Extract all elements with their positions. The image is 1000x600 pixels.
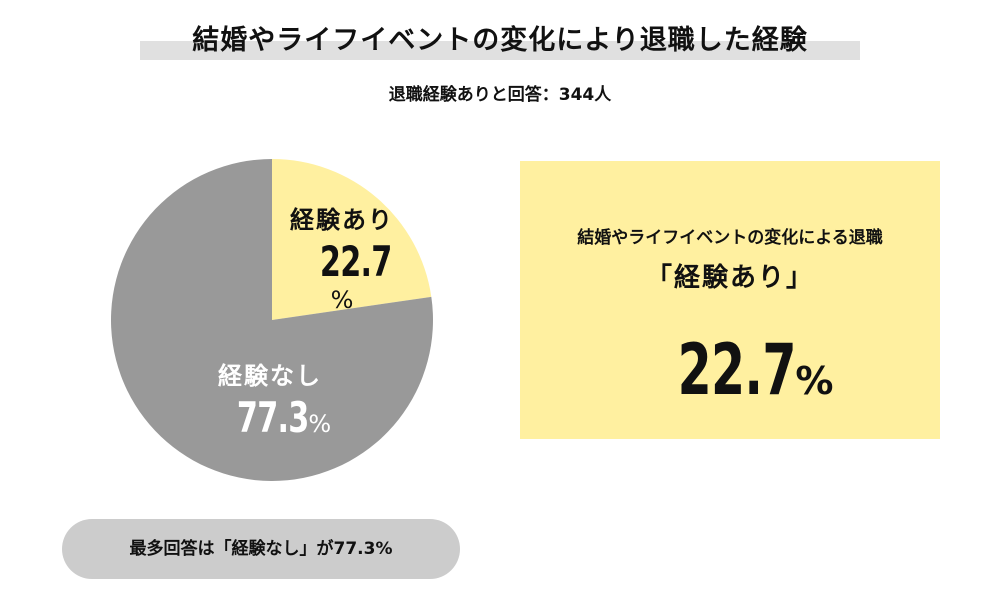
callout-value: 22.7 xyxy=(677,329,796,411)
slice-value-no: 77.3 xyxy=(236,393,309,442)
callout-category: 「経験あり」 xyxy=(645,263,814,293)
callout-unit: % xyxy=(795,359,834,403)
summary-pill: 最多回答は「経験なし」が77.3% xyxy=(62,519,460,579)
slice-unit-no: % xyxy=(308,410,332,438)
slice-label-yes: 経験あり 22.7% xyxy=(282,200,402,314)
slice-value-yes: 22.7 xyxy=(320,237,392,286)
slice-name-no: 経験なし xyxy=(218,362,322,390)
slice-name-yes: 経験あり xyxy=(290,206,394,234)
chart-title: 結婚やライフイベントの変化により退職した経験 xyxy=(192,25,808,56)
chart-subtitle: 退職経験ありと回答：344人 xyxy=(388,85,612,105)
callout-percent: 22.7% xyxy=(520,329,940,411)
slice-label-no: 経験なし 77.3% xyxy=(195,356,345,442)
callout-description: 結婚やライフイベントの変化による退職 xyxy=(577,228,883,248)
slice-percent-no: 77.3% xyxy=(195,393,345,442)
slice-percent-yes: 22.7% xyxy=(282,237,402,314)
pie-slice-yes xyxy=(272,159,432,320)
slice-unit-yes: % xyxy=(330,286,354,314)
title-underline-bar xyxy=(140,41,860,60)
pie-slice-no xyxy=(110,159,433,481)
highlight-callout-box: 結婚やライフイベントの変化による退職 「経験あり」 22.7% xyxy=(520,161,940,439)
